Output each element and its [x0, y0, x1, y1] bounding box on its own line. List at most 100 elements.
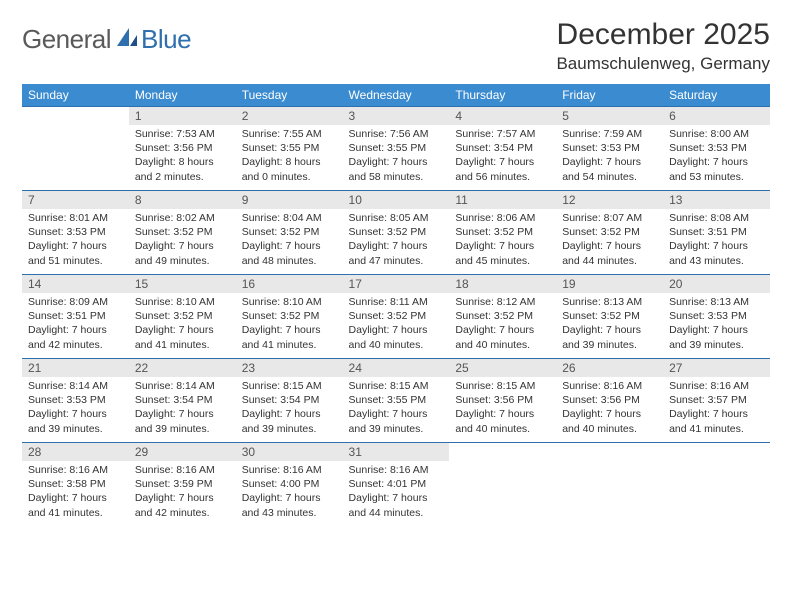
calendar-day-cell: 22Sunrise: 8:14 AMSunset: 3:54 PMDayligh… [129, 358, 236, 442]
day-details: Sunrise: 8:15 AMSunset: 3:54 PMDaylight:… [236, 377, 343, 440]
day-number: 25 [449, 358, 556, 377]
sunset-text: Sunset: 3:59 PM [135, 477, 230, 491]
sunset-text: Sunset: 3:52 PM [455, 309, 550, 323]
sunset-text: Sunset: 3:52 PM [455, 225, 550, 239]
sunrise-text: Sunrise: 7:55 AM [242, 127, 337, 141]
sunrise-text: Sunrise: 8:00 AM [669, 127, 764, 141]
sunrise-text: Sunrise: 8:16 AM [242, 463, 337, 477]
calendar-day-cell: 16Sunrise: 8:10 AMSunset: 3:52 PMDayligh… [236, 274, 343, 358]
sunset-text: Sunset: 3:52 PM [562, 309, 657, 323]
daylight-text: Daylight: 7 hours and 39 minutes. [242, 407, 337, 435]
calendar-header-row: SundayMondayTuesdayWednesdayThursdayFrid… [22, 84, 770, 106]
day-number: 26 [556, 358, 663, 377]
sunset-text: Sunset: 3:55 PM [242, 141, 337, 155]
daylight-text: Daylight: 8 hours and 2 minutes. [135, 155, 230, 183]
calendar-day-cell: 9 Sunrise: 8:04 AMSunset: 3:52 PMDaylight… [236, 190, 343, 274]
day-details: Sunrise: 8:10 AMSunset: 3:52 PMDaylight:… [236, 293, 343, 356]
day-details: Sunrise: 8:12 AMSunset: 3:52 PMDaylight:… [449, 293, 556, 356]
calendar-day-cell: 2 Sunrise: 7:55 AMSunset: 3:55 PMDaylight… [236, 106, 343, 190]
sunset-text: Sunset: 3:52 PM [349, 225, 444, 239]
day-details: Sunrise: 8:14 AMSunset: 3:54 PMDaylight:… [129, 377, 236, 440]
day-number: 27 [663, 358, 770, 377]
logo-word1: General [22, 24, 111, 55]
daylight-text: Daylight: 7 hours and 48 minutes. [242, 239, 337, 267]
daylight-text: Daylight: 7 hours and 54 minutes. [562, 155, 657, 183]
weekday-header: Tuesday [236, 84, 343, 106]
sunrise-text: Sunrise: 8:16 AM [28, 463, 123, 477]
day-number: 16 [236, 274, 343, 293]
calendar-day-cell: 8Sunrise: 8:02 AMSunset: 3:52 PMDaylight… [129, 190, 236, 274]
sunrise-text: Sunrise: 8:16 AM [349, 463, 444, 477]
sunrise-text: Sunrise: 8:06 AM [455, 211, 550, 225]
calendar-day-cell: 31Sunrise: 8:16 AMSunset: 4:01 PMDayligh… [343, 442, 450, 526]
sunrise-text: Sunrise: 7:57 AM [455, 127, 550, 141]
calendar-day-cell: 3Sunrise: 7:56 AMSunset: 3:55 PMDaylight… [343, 106, 450, 190]
day-details: Sunrise: 8:00 AMSunset: 3:53 PMDaylight:… [663, 125, 770, 188]
day-details: Sunrise: 8:13 AMSunset: 3:52 PMDaylight:… [556, 293, 663, 356]
logo-word2: Blue [141, 24, 191, 55]
sunset-text: Sunset: 3:51 PM [28, 309, 123, 323]
day-number: 3 [343, 106, 450, 125]
day-number: 22 [129, 358, 236, 377]
day-details: Sunrise: 7:56 AMSunset: 3:55 PMDaylight:… [343, 125, 450, 188]
sunset-text: Sunset: 3:56 PM [135, 141, 230, 155]
day-details: Sunrise: 8:01 AMSunset: 3:53 PMDaylight:… [22, 209, 129, 272]
calendar-empty-cell [663, 442, 770, 526]
day-number: 4 [449, 106, 556, 125]
sunrise-text: Sunrise: 8:05 AM [349, 211, 444, 225]
calendar-day-cell: 28Sunrise: 8:16 AMSunset: 3:58 PMDayligh… [22, 442, 129, 526]
day-number: 1 [129, 106, 236, 125]
daylight-text: Daylight: 8 hours and 0 minutes. [242, 155, 337, 183]
sunset-text: Sunset: 3:52 PM [242, 225, 337, 239]
location: Baumschulenweg, Germany [556, 54, 770, 74]
title-block: December 2025 Baumschulenweg, Germany [556, 18, 770, 74]
calendar-day-cell: 23Sunrise: 8:15 AMSunset: 3:54 PMDayligh… [236, 358, 343, 442]
day-details: Sunrise: 8:15 AMSunset: 3:55 PMDaylight:… [343, 377, 450, 440]
day-details: Sunrise: 8:16 AMSunset: 4:00 PMDaylight:… [236, 461, 343, 524]
daylight-text: Daylight: 7 hours and 51 minutes. [28, 239, 123, 267]
day-details: Sunrise: 8:06 AMSunset: 3:52 PMDaylight:… [449, 209, 556, 272]
calendar-day-cell: 20Sunrise: 8:13 AMSunset: 3:53 PMDayligh… [663, 274, 770, 358]
day-details: Sunrise: 8:11 AMSunset: 3:52 PMDaylight:… [343, 293, 450, 356]
calendar-empty-cell [22, 106, 129, 190]
calendar-day-cell: 26Sunrise: 8:16 AMSunset: 3:56 PMDayligh… [556, 358, 663, 442]
sunset-text: Sunset: 3:52 PM [135, 309, 230, 323]
sunrise-text: Sunrise: 8:15 AM [455, 379, 550, 393]
day-number: 19 [556, 274, 663, 293]
calendar-day-cell: 30Sunrise: 8:16 AMSunset: 4:00 PMDayligh… [236, 442, 343, 526]
sunrise-text: Sunrise: 8:16 AM [562, 379, 657, 393]
daylight-text: Daylight: 7 hours and 43 minutes. [669, 239, 764, 267]
sunset-text: Sunset: 3:54 PM [135, 393, 230, 407]
day-number: 9 [236, 190, 343, 209]
calendar-day-cell: 13Sunrise: 8:08 AMSunset: 3:51 PMDayligh… [663, 190, 770, 274]
calendar-day-cell: 14Sunrise: 8:09 AMSunset: 3:51 PMDayligh… [22, 274, 129, 358]
calendar-week-row: 28Sunrise: 8:16 AMSunset: 3:58 PMDayligh… [22, 442, 770, 526]
day-number: 5 [556, 106, 663, 125]
sunrise-text: Sunrise: 8:04 AM [242, 211, 337, 225]
daylight-text: Daylight: 7 hours and 40 minutes. [455, 407, 550, 435]
daylight-text: Daylight: 7 hours and 39 minutes. [349, 407, 444, 435]
sunrise-text: Sunrise: 8:01 AM [28, 211, 123, 225]
sunrise-text: Sunrise: 8:15 AM [242, 379, 337, 393]
day-details: Sunrise: 7:57 AMSunset: 3:54 PMDaylight:… [449, 125, 556, 188]
sunset-text: Sunset: 3:52 PM [349, 309, 444, 323]
day-number: 2 [236, 106, 343, 125]
day-number: 29 [129, 442, 236, 461]
day-number: 17 [343, 274, 450, 293]
day-details: Sunrise: 7:59 AMSunset: 3:53 PMDaylight:… [556, 125, 663, 188]
sunset-text: Sunset: 3:56 PM [455, 393, 550, 407]
daylight-text: Daylight: 7 hours and 41 minutes. [669, 407, 764, 435]
sunrise-text: Sunrise: 8:10 AM [242, 295, 337, 309]
daylight-text: Daylight: 7 hours and 58 minutes. [349, 155, 444, 183]
sunset-text: Sunset: 3:54 PM [455, 141, 550, 155]
sunrise-text: Sunrise: 8:14 AM [28, 379, 123, 393]
calendar-day-cell: 17Sunrise: 8:11 AMSunset: 3:52 PMDayligh… [343, 274, 450, 358]
day-details: Sunrise: 8:10 AMSunset: 3:52 PMDaylight:… [129, 293, 236, 356]
day-number: 13 [663, 190, 770, 209]
sunset-text: Sunset: 3:54 PM [242, 393, 337, 407]
sunset-text: Sunset: 4:01 PM [349, 477, 444, 491]
calendar-week-row: 7Sunrise: 8:01 AMSunset: 3:53 PMDaylight… [22, 190, 770, 274]
calendar-week-row: 14Sunrise: 8:09 AMSunset: 3:51 PMDayligh… [22, 274, 770, 358]
header: General Blue December 2025 Baumschulenwe… [22, 18, 770, 74]
sunrise-text: Sunrise: 8:15 AM [349, 379, 444, 393]
